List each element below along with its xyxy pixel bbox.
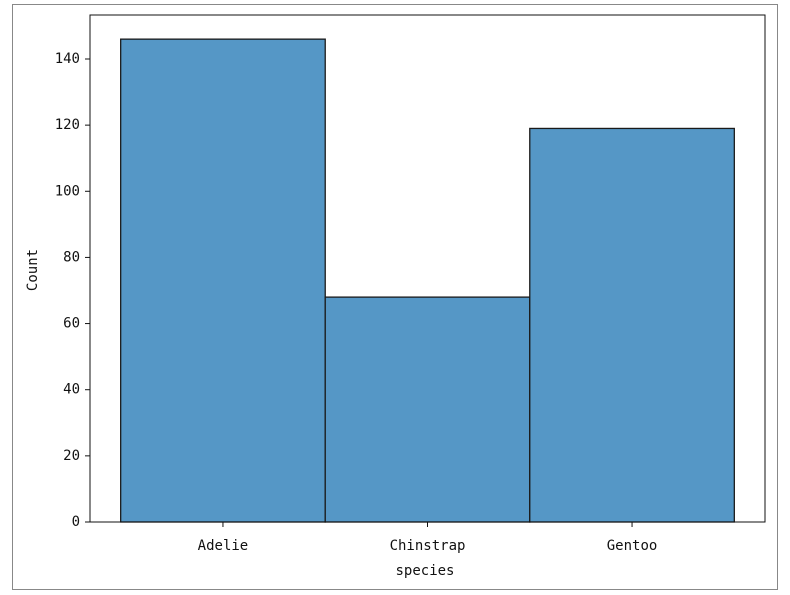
y-tick-label: 60 [63,316,80,332]
y-tick-label: 100 [55,183,80,199]
y-tick-label: 120 [55,117,80,133]
x-tick-label: Chinstrap [390,538,466,554]
x-axis-label: species [395,563,454,579]
y-tick-label: 0 [72,514,80,530]
bar [529,127,735,523]
bar [120,38,326,523]
bar [324,296,531,523]
x-tick-label: Adelie [198,538,249,554]
y-tick-label: 40 [63,382,80,398]
plot-frame [89,14,766,523]
y-tick-label: 140 [55,51,80,67]
x-tick-label: Gentoo [607,538,658,554]
y-tick-label: 20 [63,448,80,464]
y-axis-label: Count [25,249,41,291]
y-tick-label: 80 [63,249,80,265]
